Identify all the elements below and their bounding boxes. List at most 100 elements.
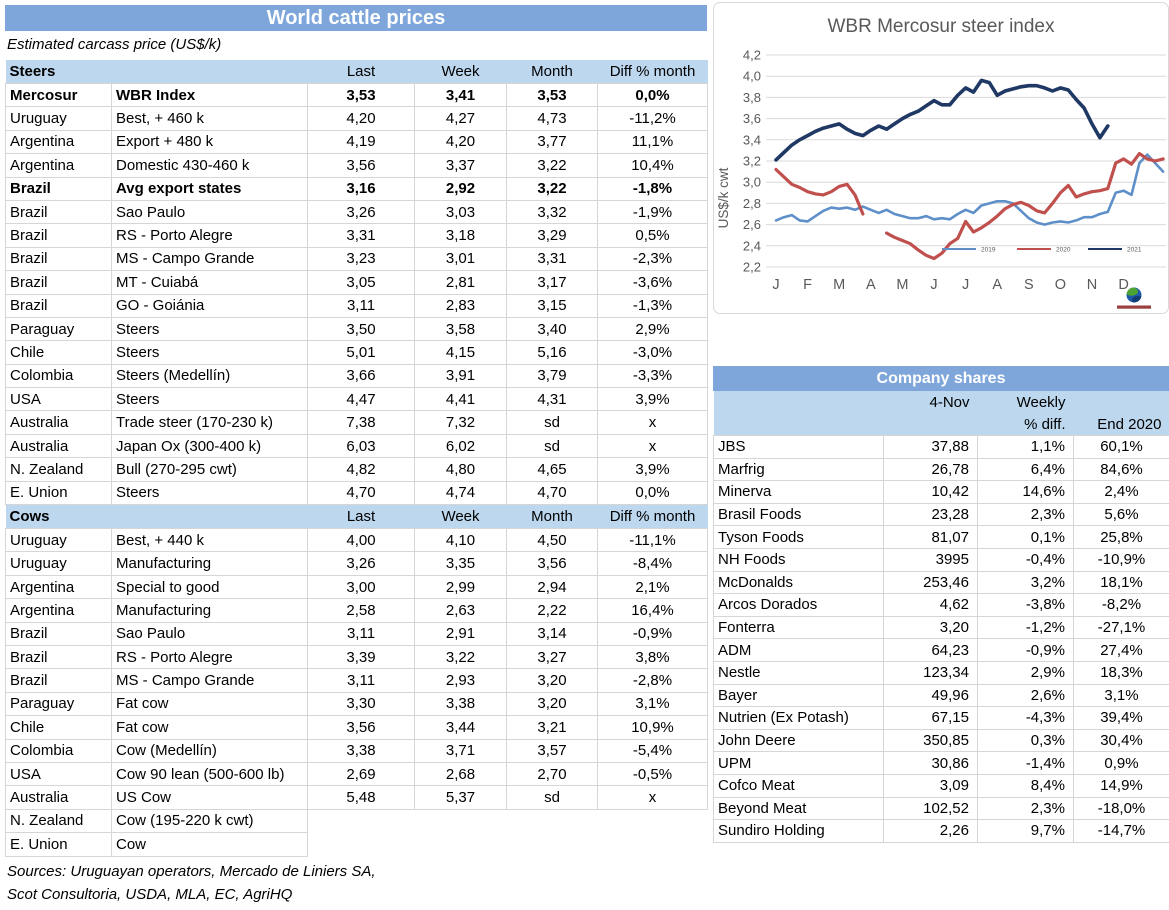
month-value: sd bbox=[506, 410, 598, 435]
logo-wordmark bbox=[1117, 305, 1151, 309]
last-value: 2,69 bbox=[307, 761, 415, 787]
y-tick-label: 2,2 bbox=[743, 260, 761, 275]
table-row: Australia US Cow 5,48 5,37 sd x bbox=[5, 785, 708, 810]
weekly-diff-cell: 2,9% bbox=[977, 660, 1074, 685]
table-row: Chile Fat cow 3,56 3,44 3,21 10,9% bbox=[5, 715, 708, 740]
legend-label-2019: 2019 bbox=[981, 247, 996, 254]
table-row: Brazil Sao Paulo 3,26 3,03 3,32 -1,9% bbox=[5, 199, 708, 225]
diff-percent-value: 3,9% bbox=[597, 387, 708, 412]
week-value: 3,18 bbox=[414, 223, 507, 248]
month-value: 3,20 bbox=[506, 691, 598, 717]
end-2020-cell: 60,1% bbox=[1073, 435, 1169, 459]
region-cell: Australia bbox=[5, 433, 112, 459]
price-cell: 23,28 bbox=[883, 502, 978, 527]
right-panel: WBR Mercosur steer index 2,2 2,4 2,6 2,8 3,0… bbox=[713, 2, 1169, 843]
company-name-cell: UPM bbox=[713, 751, 884, 775]
table-row: Brazil GO - Goiánia 3,11 2,83 3,15 -1,3% bbox=[5, 293, 708, 318]
last-value: 2,58 bbox=[307, 598, 415, 623]
company-name-cell: Minerva bbox=[713, 480, 884, 504]
price-cell: 3,20 bbox=[883, 615, 978, 640]
diff-percent-value: 0,5% bbox=[597, 223, 708, 248]
end-2020-cell: 5,6% bbox=[1073, 502, 1169, 527]
price-cell: 10,42 bbox=[883, 480, 978, 504]
table-row: Sundiro Holding 2,26 9,7% -14,7% bbox=[713, 819, 1169, 843]
x-tick-label: A bbox=[866, 277, 876, 293]
region-cell: Brazil bbox=[5, 293, 112, 318]
diff-percent-value: -5,4% bbox=[597, 738, 708, 763]
col-header-last: Last bbox=[307, 504, 415, 529]
diff-percent-value: -3,6% bbox=[597, 270, 708, 295]
description-cell: RS - Porto Alegre bbox=[111, 644, 308, 670]
spacer bbox=[713, 413, 884, 436]
spacer bbox=[713, 391, 884, 413]
table-row: JBS 37,88 1,1% 60,1% bbox=[713, 435, 1169, 459]
region-cell: Mercosur bbox=[5, 82, 112, 108]
month-value: sd bbox=[506, 433, 598, 459]
region-cell: Argentina bbox=[5, 574, 112, 600]
weekly-diff-cell: 1,1% bbox=[977, 435, 1074, 459]
month-value: 4,50 bbox=[506, 528, 598, 553]
series-line-2021 bbox=[774, 78, 1110, 162]
company-name-cell: McDonalds bbox=[713, 570, 884, 595]
month-value: 4,65 bbox=[506, 457, 598, 482]
month-value: 4,73 bbox=[506, 106, 598, 131]
week-value: 4,80 bbox=[414, 457, 507, 482]
y-tick-label: 2,6 bbox=[743, 217, 761, 232]
end-2020-cell: -10,9% bbox=[1073, 547, 1169, 572]
diff-percent-value: -2,8% bbox=[597, 668, 708, 693]
region-cell: Colombia bbox=[5, 363, 112, 389]
company-name-cell: Arcos Dorados bbox=[713, 593, 884, 617]
month-value: 3,14 bbox=[506, 621, 598, 646]
week-value: 2,91 bbox=[414, 621, 507, 646]
last-value: 4,47 bbox=[307, 387, 415, 412]
diff-percent-value: -11,1% bbox=[597, 528, 708, 553]
week-value: 2,92 bbox=[414, 176, 507, 201]
description-cell: Steers bbox=[111, 480, 308, 506]
region-cell: N. Zealand bbox=[5, 808, 112, 834]
last-value: 3,50 bbox=[307, 316, 415, 342]
shares-col-weekly: Weekly bbox=[977, 391, 1074, 413]
week-value: 3,35 bbox=[414, 551, 507, 576]
week-value: 4,15 bbox=[414, 340, 507, 365]
table-row: Arcos Dorados 4,62 -3,8% -8,2% bbox=[713, 593, 1169, 617]
price-cell: 81,07 bbox=[883, 525, 978, 549]
region-cell: Uruguay bbox=[5, 106, 112, 131]
end-2020-cell: -27,1% bbox=[1073, 615, 1169, 640]
line-chart-canvas: 2,2 2,4 2,6 2,8 3,0 3,2 3,4 3,6 3,8 4,0 4,2 J F M A M J J… bbox=[716, 48, 1166, 309]
empty-cells bbox=[308, 833, 708, 856]
diff-percent-value: -11,2% bbox=[597, 106, 708, 131]
month-value: 4,31 bbox=[506, 387, 598, 412]
diff-percent-value: 2,9% bbox=[597, 316, 708, 342]
month-value: 3,20 bbox=[506, 668, 598, 693]
region-cell: Brazil bbox=[5, 270, 112, 295]
price-cell: 350,85 bbox=[883, 728, 978, 753]
sources-note: Sources: Uruguayan operators, Mercado de… bbox=[5, 857, 707, 906]
price-cell: 253,46 bbox=[883, 570, 978, 595]
diff-percent-value: -0,5% bbox=[597, 761, 708, 787]
last-value: 4,82 bbox=[307, 457, 415, 482]
diff-percent-value: x bbox=[597, 410, 708, 435]
month-value: 3,21 bbox=[506, 715, 598, 740]
empty-cells bbox=[308, 809, 708, 832]
month-value: 3,77 bbox=[506, 129, 598, 155]
diff-percent-value: 2,1% bbox=[597, 574, 708, 600]
month-value: 2,70 bbox=[506, 761, 598, 787]
table-row: ADM 64,23 -0,9% 27,4% bbox=[713, 638, 1169, 662]
col-header-diff: Diff % month bbox=[597, 60, 708, 84]
last-value: 3,26 bbox=[307, 551, 415, 576]
shares-header-row-2: % diff. End 2020 bbox=[713, 413, 1169, 436]
table-row: Argentina Manufacturing 2,58 2,63 2,22 16,4% bbox=[5, 598, 708, 623]
diff-percent-value: x bbox=[597, 785, 708, 810]
last-value: 3,39 bbox=[307, 644, 415, 670]
x-tick-label: M bbox=[833, 277, 845, 293]
month-value: 2,94 bbox=[506, 574, 598, 600]
table-row: Australia Trade steer (170-230 k) 7,38 7,32… bbox=[5, 410, 708, 435]
end-2020-cell: 27,4% bbox=[1073, 638, 1169, 662]
x-tick-label: O bbox=[1055, 277, 1066, 293]
y-tick-label: 3,4 bbox=[743, 132, 761, 147]
last-value: 4,70 bbox=[307, 480, 415, 506]
table-row: Cofco Meat 3,09 8,4% 14,9% bbox=[713, 773, 1169, 798]
spacer bbox=[1073, 391, 1169, 413]
y-tick-label: 4,2 bbox=[743, 48, 761, 63]
weekly-diff-cell: 9,7% bbox=[977, 819, 1074, 843]
